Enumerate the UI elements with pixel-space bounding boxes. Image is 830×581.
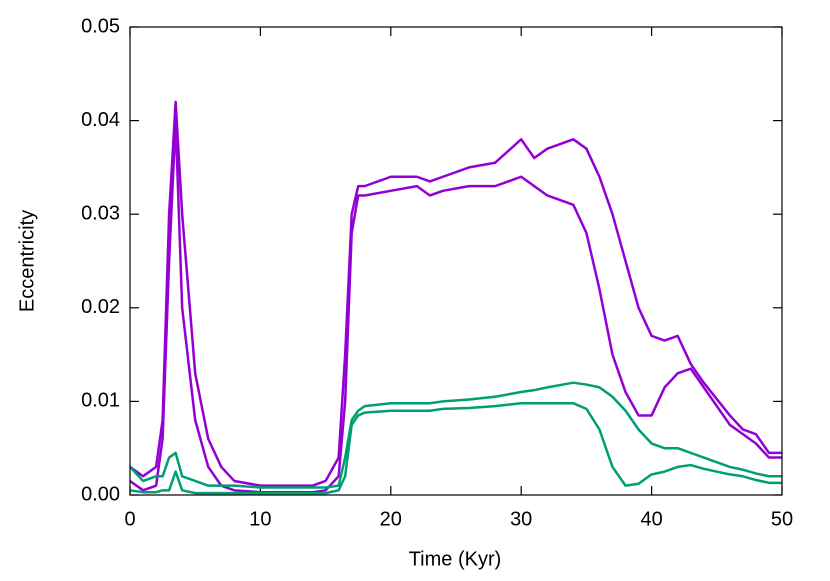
x-tick-label: 40 — [640, 508, 662, 530]
series-line — [129, 100, 782, 487]
y-tick-label: 0.02 — [81, 296, 120, 318]
y-tick-label: 0.05 — [81, 15, 120, 37]
x-tick-label: 0 — [124, 508, 135, 530]
series-line — [129, 402, 782, 495]
x-tick-label: 10 — [249, 508, 271, 530]
x-tick-label: 20 — [380, 508, 402, 530]
y-tick-label: 0.03 — [81, 202, 120, 224]
series-line — [129, 381, 782, 489]
y-tick-label: 0.04 — [81, 109, 120, 131]
y-axis-label: Eccentricity — [16, 210, 38, 312]
series-line — [129, 119, 782, 494]
y-tick-label: 0.01 — [81, 390, 120, 412]
plot-frame — [129, 26, 783, 496]
x-axis-label: Time (Kyr) — [409, 548, 502, 570]
y-tick-label: 0.00 — [81, 483, 120, 505]
x-tick-label: 30 — [510, 508, 532, 530]
x-tick-label: 50 — [771, 508, 793, 530]
